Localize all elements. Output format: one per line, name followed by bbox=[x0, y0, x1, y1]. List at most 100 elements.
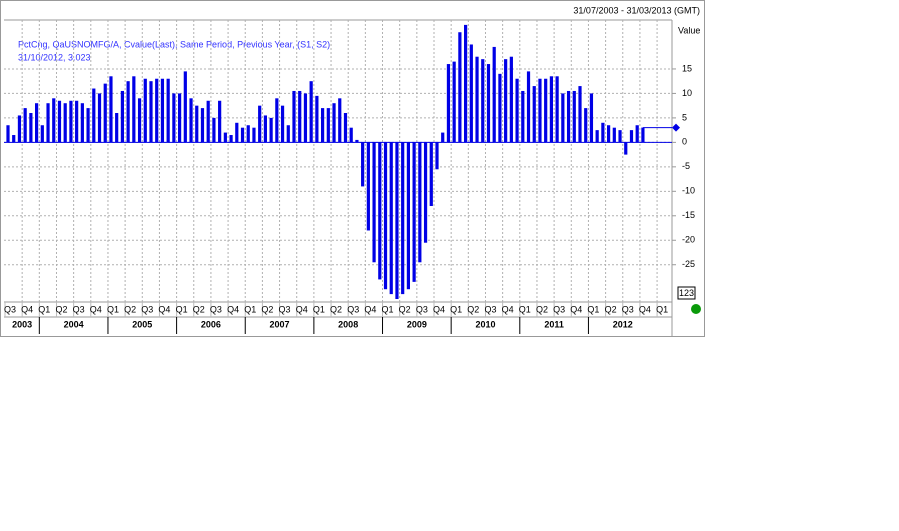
bar bbox=[240, 127, 245, 143]
y-axis-title: Value bbox=[678, 25, 700, 35]
x-quarter-label: Q3 bbox=[73, 304, 85, 314]
x-year-label: 2006 bbox=[201, 319, 221, 329]
bar bbox=[372, 142, 376, 263]
bar bbox=[509, 56, 513, 143]
bar bbox=[75, 100, 79, 143]
y-tick-label: 15 bbox=[682, 63, 692, 73]
bar bbox=[29, 113, 33, 143]
bar bbox=[252, 127, 256, 143]
bar bbox=[109, 76, 113, 143]
bar bbox=[115, 113, 119, 143]
x-quarter-label: Q2 bbox=[467, 304, 479, 314]
legend-name: PctCng, QaUSNOMFG/A, Cvalue(Last), Same … bbox=[18, 39, 330, 49]
bar bbox=[212, 117, 216, 143]
bar bbox=[223, 132, 227, 143]
legend-last-point: 31/10/2012, 3.023 bbox=[18, 52, 91, 62]
bar bbox=[618, 130, 622, 143]
chart-frame bbox=[0, 0, 705, 337]
bar bbox=[143, 78, 147, 143]
y-tick-label: -5 bbox=[682, 161, 690, 171]
bar bbox=[555, 76, 559, 143]
bar bbox=[504, 59, 508, 143]
x-quarter-label: Q2 bbox=[399, 304, 411, 314]
last-value-marker bbox=[672, 123, 680, 132]
x-quarter-label: Q1 bbox=[176, 304, 188, 314]
x-quarter-label: Q2 bbox=[536, 304, 548, 314]
x-quarter-label: Q3 bbox=[553, 304, 565, 314]
bar bbox=[486, 64, 491, 143]
x-quarter-label: Q3 bbox=[141, 304, 153, 314]
x-year-label: 2009 bbox=[407, 319, 427, 329]
bar bbox=[538, 78, 542, 143]
bar bbox=[155, 78, 159, 143]
bar bbox=[401, 142, 405, 295]
bar bbox=[578, 86, 582, 143]
bar bbox=[475, 56, 479, 143]
bar bbox=[584, 108, 588, 143]
bar bbox=[544, 78, 548, 143]
y-tick-label: -10 bbox=[682, 186, 695, 196]
bar bbox=[389, 142, 393, 295]
bar bbox=[229, 135, 233, 143]
x-quarter-label: Q4 bbox=[639, 304, 651, 314]
x-quarter-label: Q1 bbox=[587, 304, 599, 314]
bar bbox=[429, 142, 433, 206]
bar bbox=[452, 61, 456, 143]
bar bbox=[103, 83, 107, 143]
x-quarter-label: Q3 bbox=[279, 304, 291, 314]
bar bbox=[572, 90, 576, 143]
bar bbox=[589, 93, 594, 143]
bar bbox=[406, 142, 410, 290]
x-year-label: 2012 bbox=[613, 319, 633, 329]
x-year-label: 2005 bbox=[132, 319, 152, 329]
bar bbox=[326, 108, 330, 143]
bar bbox=[52, 98, 56, 143]
bar bbox=[269, 117, 273, 143]
x-quarter-label: Q4 bbox=[502, 304, 514, 314]
y-tick-label: 10 bbox=[682, 88, 692, 98]
bar bbox=[263, 115, 267, 143]
bar bbox=[526, 71, 531, 143]
bar bbox=[46, 103, 50, 143]
bar bbox=[332, 103, 336, 143]
x-quarter-label: Q2 bbox=[193, 304, 205, 314]
bar bbox=[464, 24, 468, 143]
bar bbox=[92, 88, 96, 143]
x-quarter-label: Q4 bbox=[21, 304, 33, 314]
x-quarter-label: Q1 bbox=[107, 304, 119, 314]
bar bbox=[383, 142, 388, 290]
x-quarter-label: Q4 bbox=[296, 304, 308, 314]
y-tick-label: -20 bbox=[682, 235, 695, 245]
bar bbox=[549, 76, 553, 143]
bar bbox=[292, 90, 296, 143]
bar bbox=[355, 139, 359, 143]
badge-box bbox=[677, 286, 696, 300]
bar bbox=[258, 105, 262, 143]
bar bbox=[481, 59, 485, 143]
bar bbox=[160, 78, 165, 143]
bar bbox=[35, 103, 39, 143]
x-year-label: 2003 bbox=[12, 319, 32, 329]
x-year-label: 2010 bbox=[475, 319, 495, 329]
bar bbox=[349, 127, 353, 143]
x-quarter-label: Q4 bbox=[364, 304, 376, 314]
bar bbox=[629, 130, 634, 143]
bar bbox=[624, 142, 628, 155]
bar bbox=[435, 142, 439, 170]
bar bbox=[86, 108, 90, 143]
bar bbox=[298, 90, 302, 143]
bar bbox=[166, 78, 170, 143]
bar bbox=[395, 142, 399, 299]
bar bbox=[338, 98, 342, 143]
bar bbox=[280, 105, 285, 143]
bar bbox=[172, 93, 176, 143]
x-quarter-label: Q1 bbox=[38, 304, 50, 314]
bar bbox=[275, 98, 279, 143]
bar bbox=[126, 81, 130, 143]
y-tick-label: 0 bbox=[682, 137, 687, 147]
bar bbox=[286, 125, 290, 143]
bar bbox=[206, 100, 210, 143]
bar bbox=[469, 44, 473, 143]
bar bbox=[303, 93, 308, 143]
